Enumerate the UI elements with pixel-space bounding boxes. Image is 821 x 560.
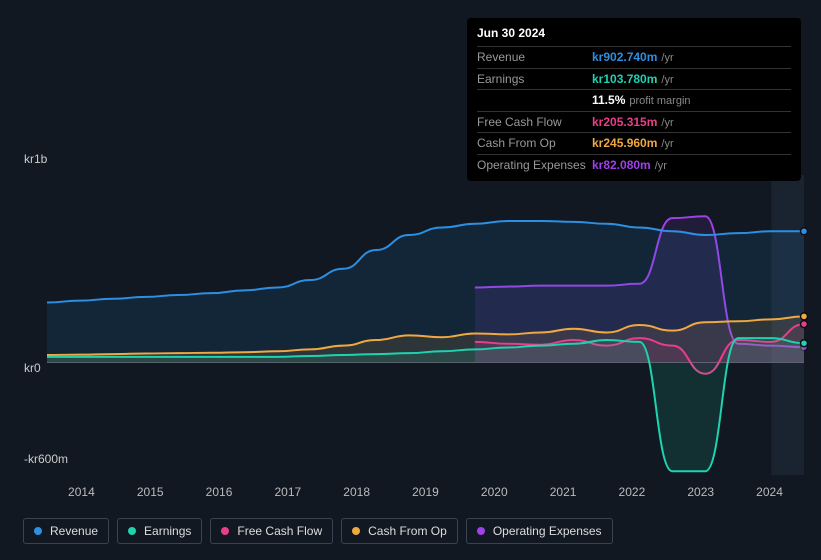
legend-item-label: Free Cash Flow	[237, 524, 322, 538]
legend-item-label: Cash From Op	[368, 524, 447, 538]
legend-item-label: Earnings	[144, 524, 191, 538]
tooltip-row-value: 11.5%	[592, 91, 625, 109]
legend-item-label: Operating Expenses	[493, 524, 602, 538]
tooltip-row: 11.5%profit margin	[477, 89, 791, 111]
tooltip-row-value: kr103.780m	[592, 70, 657, 88]
tooltip-row-unit: /yr	[661, 72, 673, 89]
x-axis-tick-label: 2023	[666, 485, 735, 505]
chart-legend: Revenue Earnings Free Cash Flow Cash From O…	[23, 518, 613, 544]
legend-item-earnings[interactable]: Earnings	[117, 518, 202, 544]
tooltip-row-label: Earnings	[477, 70, 592, 88]
tooltip-row-label: Free Cash Flow	[477, 113, 592, 131]
x-axis-tick-label: 2022	[598, 485, 667, 505]
x-axis-tick-label: 2019	[391, 485, 460, 505]
tooltip-row-unit: /yr	[661, 136, 673, 153]
legend-item-opex[interactable]: Operating Expenses	[466, 518, 613, 544]
legend-item-fcf[interactable]: Free Cash Flow	[210, 518, 333, 544]
tooltip-row: Free Cash Flowkr205.315m/yr	[477, 111, 791, 133]
x-axis-tick-label: 2016	[185, 485, 254, 505]
legend-swatch-icon	[477, 527, 485, 535]
chart-plot	[47, 175, 804, 475]
tooltip-row-label: Revenue	[477, 48, 592, 66]
x-axis-tick-label: 2018	[322, 485, 391, 505]
x-axis: 2014201520162017201820192020202120222023…	[47, 485, 804, 505]
tooltip-row-label: Cash From Op	[477, 134, 592, 152]
tooltip-row-value: kr82.080m	[592, 156, 651, 174]
y-axis-tick-label: kr1b	[24, 152, 47, 166]
legend-item-revenue[interactable]: Revenue	[23, 518, 109, 544]
chart-tooltip: Jun 30 2024 Revenuekr902.740m/yrEarnings…	[467, 18, 801, 181]
tooltip-row-unit: /yr	[661, 50, 673, 67]
legend-item-cfo[interactable]: Cash From Op	[341, 518, 458, 544]
x-axis-tick-label: 2015	[116, 485, 185, 505]
tooltip-row: Operating Expenseskr82.080m/yr	[477, 154, 791, 176]
tooltip-title: Jun 30 2024	[477, 24, 791, 46]
tooltip-row-value: kr902.740m	[592, 48, 657, 66]
tooltip-row: Revenuekr902.740m/yr	[477, 46, 791, 68]
tooltip-row-unit: /yr	[661, 115, 673, 132]
legend-swatch-icon	[128, 527, 136, 535]
x-axis-tick-label: 2014	[47, 485, 116, 505]
x-axis-tick-label: 2021	[529, 485, 598, 505]
tooltip-row: Earningskr103.780m/yr	[477, 68, 791, 90]
legend-item-label: Revenue	[50, 524, 98, 538]
x-axis-tick-label: 2017	[253, 485, 322, 505]
legend-swatch-icon	[221, 527, 229, 535]
tooltip-row-unit: /yr	[655, 158, 667, 175]
tooltip-row-unit: profit margin	[629, 93, 690, 110]
x-axis-tick-label: 2020	[460, 485, 529, 505]
tooltip-row-label: Operating Expenses	[477, 156, 592, 174]
tooltip-rows: Revenuekr902.740m/yrEarningskr103.780m/y…	[477, 46, 791, 175]
tooltip-row-value: kr205.315m	[592, 113, 657, 131]
legend-swatch-icon	[34, 527, 42, 535]
legend-swatch-icon	[352, 527, 360, 535]
y-axis-tick-label: kr0	[24, 361, 41, 375]
tooltip-row: Cash From Opkr245.960m/yr	[477, 132, 791, 154]
x-axis-tick-label: 2024	[735, 485, 804, 505]
tooltip-row-value: kr245.960m	[592, 134, 657, 152]
